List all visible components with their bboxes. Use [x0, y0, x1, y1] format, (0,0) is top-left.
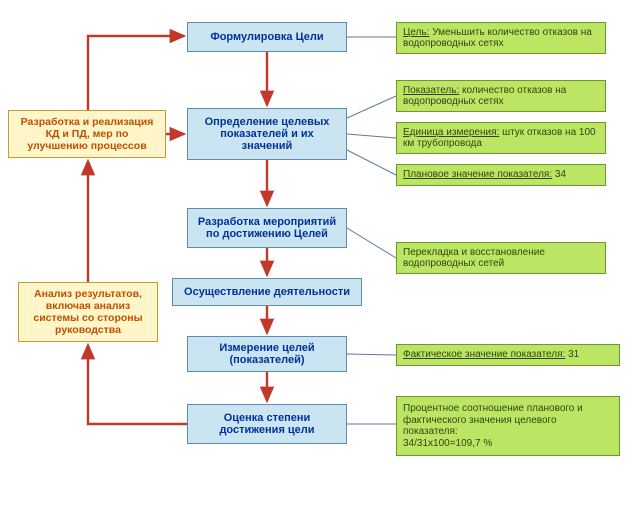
note-value: Уменьшить количество отказов на водопров… — [403, 27, 592, 50]
node-develop-actions: Разработка мероприятий по достижению Цел… — [187, 208, 347, 248]
note-value: 34 — [555, 169, 566, 180]
node-label: Определение целевых показателей и их зна… — [194, 116, 340, 152]
note-unit: Единица измерения: штук отказов на 100 к… — [396, 122, 606, 154]
note-plan-value: Плановое значение показателя: 34 — [396, 164, 606, 186]
node-goal-formulation: Формулировка Цели — [187, 22, 347, 52]
note-value: Процентное соотношение планового и факти… — [403, 403, 613, 449]
node-label: Измерение целей (показателей) — [194, 342, 340, 366]
note-goal: Цель: Уменьшить количество отказов на во… — [396, 22, 606, 54]
note-value: Перекладка и восстановление водопроводны… — [403, 247, 599, 270]
note-indicator: Показатель: количество отказов на водопр… — [396, 80, 606, 112]
node-label: Разработка и реализация КД и ПД, мер по … — [15, 116, 159, 152]
note-actual-value: Фактическое значение показателя: 31 — [396, 344, 620, 366]
node-assess: Оценка степени достижения цели — [187, 404, 347, 444]
note-label: Цель: — [403, 27, 429, 38]
note-label: Показатель: — [403, 85, 459, 96]
node-label: Оценка степени достижения цели — [194, 412, 340, 436]
node-label: Анализ результатов, включая анализ систе… — [25, 288, 151, 336]
note-value: 31 — [568, 349, 579, 360]
node-define-indicators: Определение целевых показателей и их зна… — [187, 108, 347, 160]
node-corrective-actions: Разработка и реализация КД и ПД, мер по … — [8, 110, 166, 158]
note-label: Фактическое значение показателя: — [403, 349, 565, 360]
note-activities: Перекладка и восстановление водопроводны… — [396, 242, 606, 274]
node-execute: Осуществление деятельности — [172, 278, 362, 306]
node-analysis: Анализ результатов, включая анализ систе… — [18, 282, 158, 342]
node-label: Формулировка Цели — [210, 31, 323, 43]
note-label: Единица измерения: — [403, 127, 499, 138]
note-label: Плановое значение показателя: — [403, 169, 552, 180]
node-label: Разработка мероприятий по достижению Цел… — [194, 216, 340, 240]
note-percentage: Процентное соотношение планового и факти… — [396, 396, 620, 456]
node-measure: Измерение целей (показателей) — [187, 336, 347, 372]
node-label: Осуществление деятельности — [184, 286, 350, 298]
